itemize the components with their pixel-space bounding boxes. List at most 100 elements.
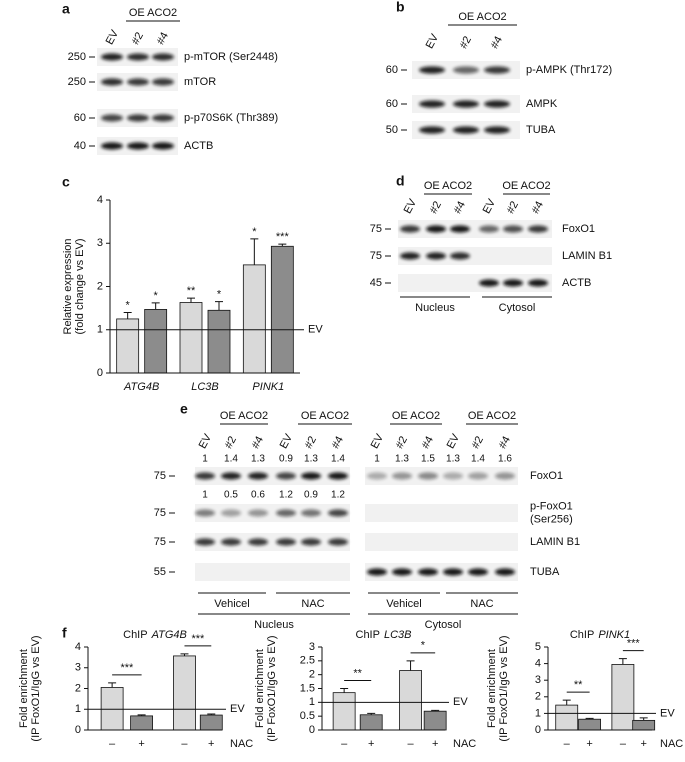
lane-label: #4 [250,434,266,450]
y-axis-label: Fold enrichment [486,649,498,728]
title-gene: PINK1 [598,629,630,641]
quant-label: 0.9 [279,454,293,465]
error-bar [367,712,376,715]
protein-label: FoxO1 [562,223,595,235]
quant-label: 1.3 [395,454,409,465]
bar [179,302,203,374]
bar [359,714,383,731]
quant-label: 1.6 [498,454,512,465]
title-text: ChIP [356,629,380,641]
title-text: ChIP [570,629,594,641]
band [392,568,412,576]
band [528,225,548,233]
x-tick-label: – [407,738,414,750]
x-tick-label: + [208,738,214,750]
lane-label: #2 [505,199,521,215]
y-axis-label: (fold change vs EV) [74,239,86,335]
band [152,142,174,150]
group-label: OE ACO2 [301,410,349,422]
band [127,53,149,61]
bar [207,309,231,374]
band [248,538,268,546]
lane-label: EV [424,32,442,51]
band [301,538,321,546]
significance: *** [191,633,205,645]
band [152,114,174,122]
y-tick-label: 1 [97,324,103,336]
group-label: OE ACO2 [458,11,506,23]
band [276,509,296,517]
lane-label: #4 [452,199,468,215]
mw-label: 55 [154,566,166,578]
band [101,114,123,122]
x-tick-label: PINK1 [252,381,284,393]
quant-label: 0.9 [304,490,318,501]
error-bar [278,243,287,247]
panel-label: c [62,174,70,190]
fraction-label: Cytosol [499,302,536,314]
band [101,53,123,61]
lane-label: #2 [130,30,146,46]
y-tick-label: 0 [75,724,81,736]
bar [242,264,266,374]
quant-label: 1.4 [331,454,345,465]
quant-label: 1 [202,490,208,501]
blot-strip [398,220,552,238]
x-axis-label: NAC [453,738,476,750]
significance: * [154,290,159,302]
lane-label: #2 [394,434,410,450]
mw-label: 250 [68,76,86,88]
quant-label: 1.5 [421,454,435,465]
y-tick-label: 0.5 [300,710,315,722]
x-tick-label: + [586,738,592,750]
bar [423,710,447,731]
blot-strip [365,467,518,485]
y-tick-label: 5 [535,641,541,653]
bar [611,664,635,731]
quant-label: 1.4 [471,454,485,465]
band [453,100,479,108]
band [101,142,123,150]
protein-label: TUBA [530,566,560,578]
quant-label: 1.3 [251,454,265,465]
significance: * [217,289,222,301]
group-label: OE ACO2 [220,410,268,422]
band [468,472,488,480]
lane-label: #2 [458,34,474,50]
band [426,252,446,260]
band [419,66,445,74]
mw-label: 250 [68,51,86,63]
quant-label: 1.3 [446,454,460,465]
quant-label: 1.2 [279,490,293,501]
mw-label: 75 [370,250,382,262]
group-label: OE ACO2 [468,410,516,422]
significance: ** [353,667,362,679]
band [248,509,268,517]
fraction-label: Cytosol [425,619,462,631]
band [301,472,321,480]
band [221,509,241,517]
quant-label: 1.2 [331,490,345,501]
band [443,568,463,576]
error-bar [123,311,132,319]
x-tick-label: – [109,738,116,750]
band [400,225,420,233]
band [195,538,215,546]
mw-label: 75 [370,223,382,235]
bar [578,718,601,731]
y-tick-label: 2 [97,280,103,292]
protein-label: p-FoxO1 [530,500,573,512]
lane-label: #2 [470,434,486,450]
lane-label: EV [278,432,296,451]
y-tick-label: 1 [535,707,541,719]
band [484,100,510,108]
band [392,472,412,480]
panel-label: e [180,401,188,417]
band [127,142,149,150]
lane-label: #4 [497,434,513,450]
error-bar [207,713,216,716]
band [195,472,215,480]
significance: * [126,299,131,311]
bar [116,318,140,374]
